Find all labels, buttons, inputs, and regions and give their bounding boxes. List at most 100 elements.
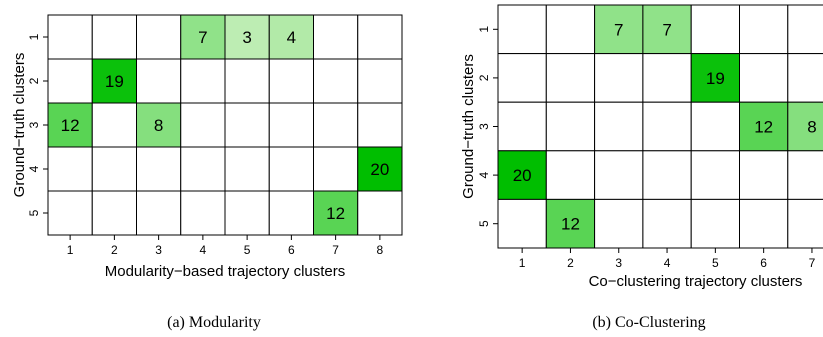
y-tick-label: 1	[477, 26, 491, 33]
cell-value-label: 4	[287, 28, 296, 47]
x-tick-label: 1	[519, 256, 526, 270]
heatmap-cell	[739, 4, 789, 55]
heatmap-cell	[690, 198, 741, 249]
y-tick-label: 3	[27, 121, 41, 128]
x-tick-label: 5	[244, 243, 251, 257]
cell-value-label: 12	[561, 215, 580, 234]
heatmap-cell	[313, 58, 359, 104]
heatmap-cell	[357, 190, 403, 236]
heatmap-cell	[136, 146, 182, 192]
heatmap-cell	[739, 150, 789, 200]
heatmap-cell	[357, 14, 403, 60]
x-axis-label: Modularity−based trajectory clusters	[105, 263, 346, 280]
heatmap-cell	[787, 53, 823, 103]
heatmap-cell	[642, 101, 692, 152]
heatmap-cell	[545, 53, 596, 103]
cell-value-label: 12	[326, 204, 345, 223]
x-tick-label: 1	[67, 243, 74, 257]
heatmap-cell	[47, 146, 93, 192]
x-axis-label: Co−clustering trajectory clusters	[589, 273, 803, 290]
heatmap-cell	[313, 146, 359, 192]
heatmap-cell	[357, 102, 403, 148]
cell-value-label: 20	[370, 160, 389, 179]
heatmap-cell	[268, 190, 314, 236]
x-tick-label: 6	[760, 256, 767, 270]
cell-value-label: 19	[105, 72, 124, 91]
heatmap-cell	[545, 101, 596, 152]
heatmap-cell	[545, 4, 596, 55]
y-axis-label: Ground−truth clusters	[460, 54, 477, 199]
heatmap-cell	[180, 102, 226, 148]
heatmap-cell	[224, 102, 270, 148]
x-tick-label: 3	[615, 256, 622, 270]
heatmap-cell	[739, 198, 789, 249]
heatmap-cell	[787, 101, 823, 152]
heatmap-cell	[787, 150, 823, 200]
heatmap-cell	[136, 190, 182, 236]
heatmap-cell	[268, 102, 314, 148]
figure-caption: (a) Modularity	[167, 314, 261, 331]
x-tick-label: 5	[712, 256, 719, 270]
cell-value-label: 20	[513, 166, 532, 185]
heatmap-cell	[91, 14, 137, 60]
heatmap-cell	[91, 190, 137, 236]
cell-value-label: 8	[154, 116, 163, 135]
heatmap-cell	[594, 53, 644, 103]
heatmap-cell	[224, 146, 270, 192]
heatmap-cell	[268, 146, 314, 192]
y-tick-label: 4	[27, 165, 41, 172]
y-tick-label: 1	[27, 33, 41, 40]
cell-value-label: 12	[61, 116, 80, 135]
heatmap-cell	[787, 198, 823, 249]
heatmap-cell	[224, 190, 270, 236]
heatmap-cell	[787, 4, 823, 55]
cell-value-label: 7	[662, 20, 671, 39]
heatmap-cell	[497, 53, 547, 103]
y-tick-label: 4	[477, 171, 491, 178]
heatmap-cell	[313, 102, 359, 148]
heatmap-cell	[91, 102, 137, 148]
heatmap-cell	[690, 53, 741, 103]
heatmap-cell	[497, 198, 547, 249]
heatmap-cell	[594, 101, 644, 152]
heatmap-cell	[739, 53, 789, 103]
heatmap-cell	[47, 190, 93, 236]
heatmap-cell	[545, 150, 596, 200]
cell-value-label: 3	[242, 28, 251, 47]
x-tick-label: 2	[567, 256, 574, 270]
heatmap-cell	[497, 4, 547, 55]
x-tick-label: 4	[200, 243, 207, 257]
heatmap-cell	[91, 146, 137, 192]
heatmap-cell	[47, 58, 93, 104]
heatmap-cell	[313, 14, 359, 60]
heatmap-cell	[136, 14, 182, 60]
cell-value-label: 19	[706, 69, 725, 88]
cell-value-label: 8	[807, 118, 816, 137]
heatmap-cell	[642, 53, 692, 103]
heatmap-cell	[545, 198, 596, 249]
heatmap-cell	[594, 198, 644, 249]
heatmap-cell	[497, 101, 547, 152]
heatmap-cell	[180, 190, 226, 236]
heatmap-cell	[224, 58, 270, 104]
heatmap-cell	[268, 58, 314, 104]
x-tick-label: 6	[288, 243, 295, 257]
cell-value-label: 7	[198, 28, 207, 47]
cell-value-label: 7	[614, 20, 623, 39]
x-tick-label: 7	[332, 243, 339, 257]
y-tick-label: 3	[477, 123, 491, 130]
y-tick-label: 5	[27, 209, 41, 216]
heatmap-cell	[690, 4, 741, 55]
y-axis-label: Ground−truth clusters	[11, 53, 28, 198]
x-tick-label: 7	[809, 256, 816, 270]
heatmap-cell	[594, 150, 644, 200]
heatmap-cell	[224, 14, 270, 60]
x-tick-label: 3	[155, 243, 162, 257]
heatmap-cell	[180, 58, 226, 104]
heatmap-cell	[642, 198, 692, 249]
heatmap-cell	[180, 14, 226, 60]
x-tick-label: 4	[664, 256, 671, 270]
heatmap-cell	[313, 190, 359, 236]
